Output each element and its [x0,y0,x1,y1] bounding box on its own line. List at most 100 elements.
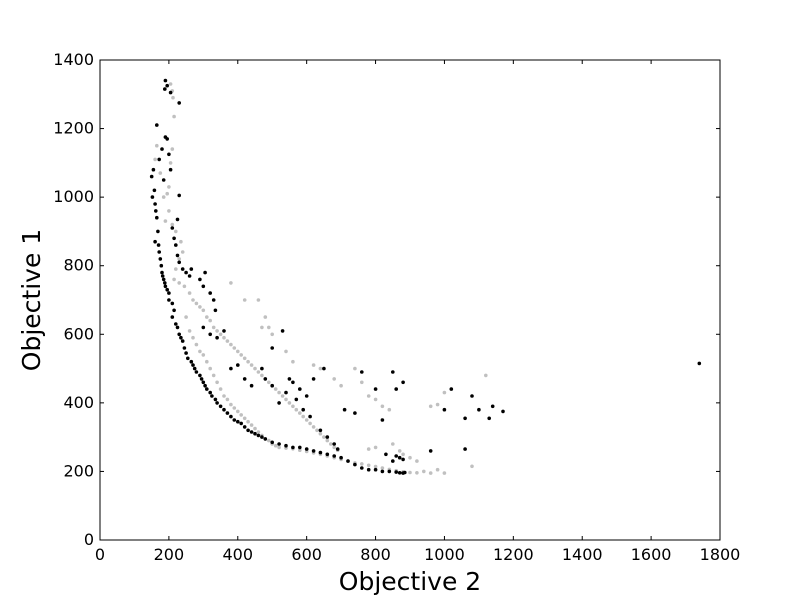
data-point [208,291,212,295]
data-point [232,418,237,422]
data-point [273,443,278,448]
data-point [242,416,247,421]
data-point [394,387,399,391]
data-point [167,185,171,189]
data-point [284,443,288,448]
data-point [346,459,350,463]
data-point [213,308,218,313]
data-point [153,239,157,244]
data-point [177,260,181,265]
data-point [167,291,171,295]
data-point [277,445,281,450]
data-point [198,373,202,378]
data-point [284,397,288,402]
data-point [174,243,178,247]
data-point [205,387,209,391]
data-point [298,445,302,450]
data-point [287,377,292,381]
data-point [157,250,161,254]
data-point [477,407,481,412]
data-point [380,404,385,409]
data-point [322,366,326,371]
data-point [470,464,474,469]
data-point [155,123,159,127]
data-point [191,298,195,302]
data-point [366,394,371,398]
data-point [246,419,250,424]
data-point [172,277,176,282]
data-point [205,359,209,364]
data-point [256,370,261,374]
data-point [225,339,230,343]
data-point [391,459,395,463]
data-point [270,332,275,337]
data-point [273,387,278,391]
data-point [179,335,183,340]
data-point [160,270,164,275]
data-point [149,174,154,179]
data-point [191,363,195,367]
data-point [157,157,161,162]
data-point [174,229,178,234]
data-point [397,455,402,460]
data-point [222,407,226,412]
data-point [218,387,223,391]
data-point [156,229,160,234]
data-point [353,366,357,371]
data-point [155,215,159,220]
data-point [335,447,340,451]
data-point [342,407,347,412]
data-point [163,284,168,289]
data-point [163,87,167,91]
data-point [449,387,454,391]
data-point [150,195,155,199]
data-point [442,471,447,475]
data-point [222,335,226,340]
data-point [442,390,447,395]
data-point [177,281,181,285]
data-point [236,409,240,414]
data-point [175,217,180,222]
y-tick-label: 1200 [53,119,94,138]
data-point [184,315,188,319]
data-point [172,236,176,241]
data-point [170,147,175,151]
data-point [373,445,378,450]
data-point [168,161,173,165]
data-point [229,342,233,347]
data-point [401,457,405,462]
data-point [201,380,206,385]
data-point [291,404,295,409]
data-point [152,188,157,193]
data-point [215,335,219,340]
data-point [322,435,326,439]
data-point [311,425,316,429]
data-point [189,267,194,271]
data-point [170,226,175,230]
data-point [435,402,440,407]
data-point [391,442,395,446]
data-point [401,452,405,457]
data-point [198,305,202,309]
data-point [201,308,206,313]
data-point [353,411,357,415]
data-point [210,394,214,398]
data-point [199,377,204,381]
data-point [256,298,261,302]
data-point [256,430,261,434]
data-point [298,387,302,391]
data-point [167,209,171,213]
data-point [360,466,364,470]
data-point [201,353,206,357]
data-point [174,322,178,326]
y-axis-ticks: 0 200 400 600 800 1000 1200 1400 [53,50,720,549]
data-point [373,467,378,472]
data-point [291,359,295,364]
plot-area-frame [99,59,721,541]
data-point [229,281,233,285]
data-point [242,298,247,302]
x-axis-ticks: 0 200 400 600 800 1000 1200 1400 1600 1800 [95,60,740,564]
data-point [172,114,176,119]
data-point [155,143,159,148]
y-axis-title: Objective 1 [17,229,46,371]
